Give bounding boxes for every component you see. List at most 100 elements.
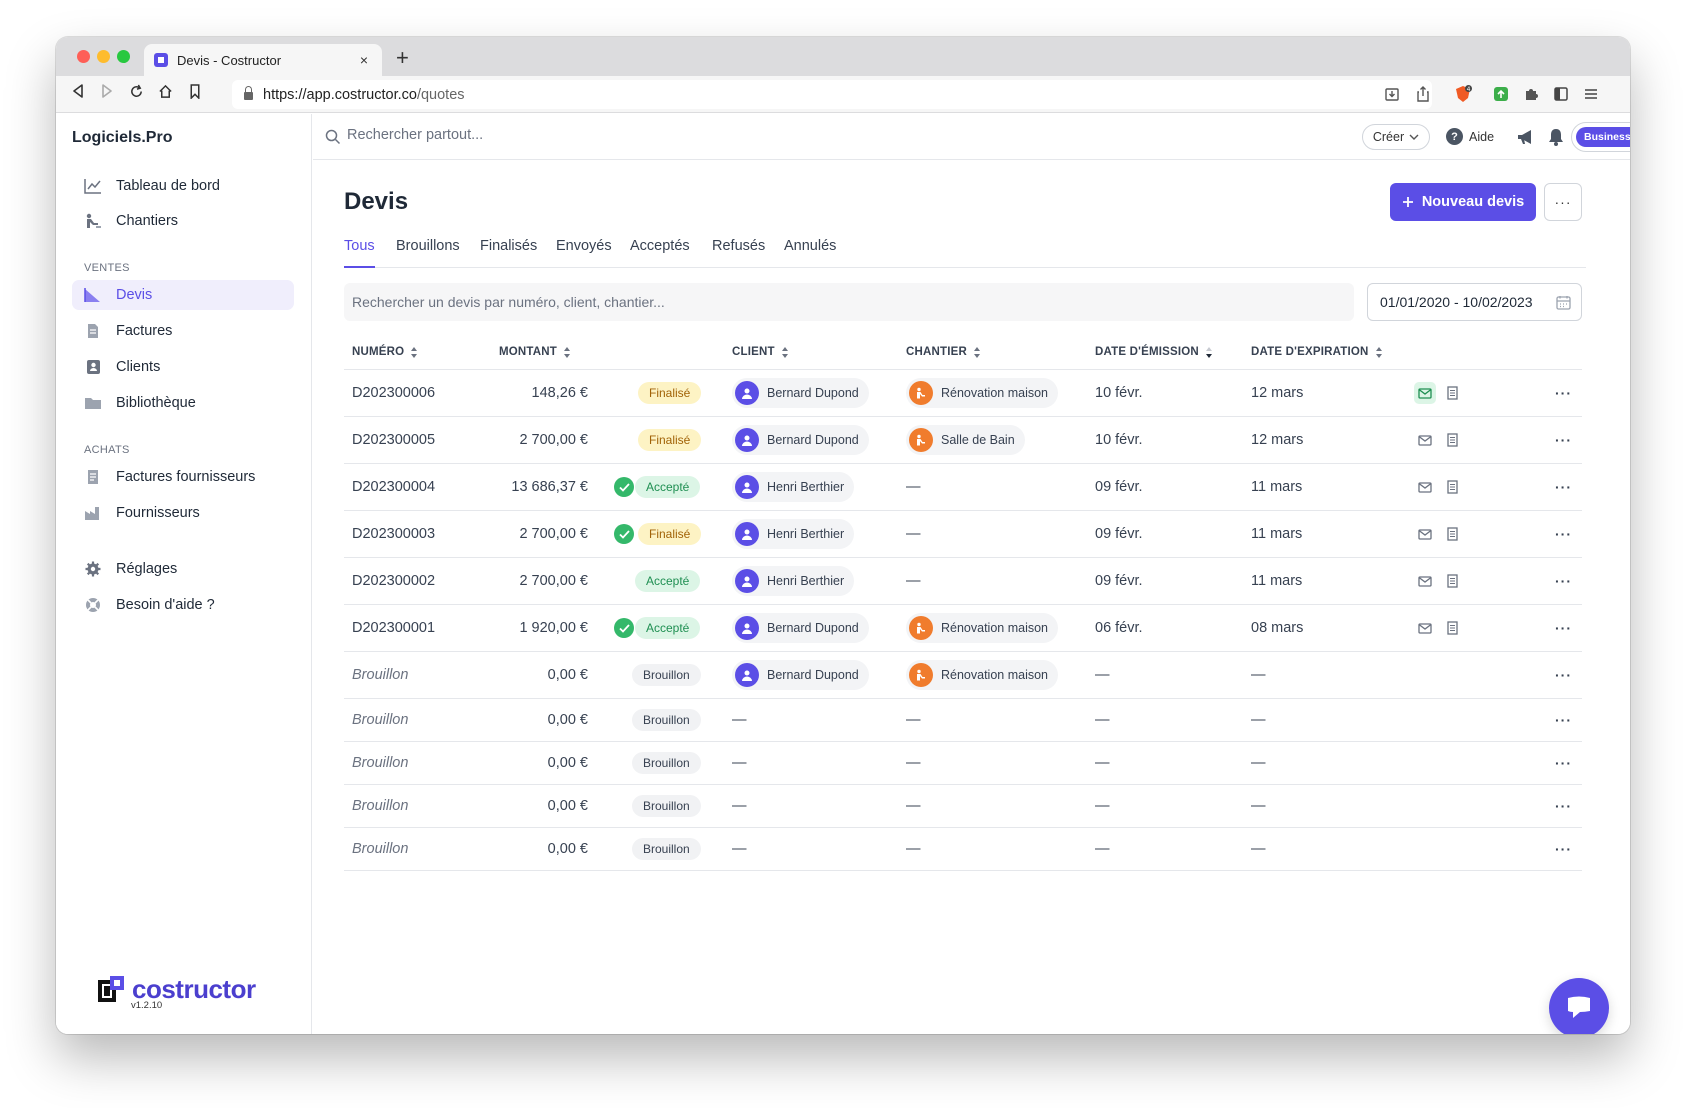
account-menu[interactable]: Business	[1571, 122, 1630, 152]
column-header-number[interactable]: NUMÉRO	[352, 346, 418, 358]
table-row[interactable]: Brouillon 0,00 € Brouillon — — — — ···	[344, 828, 1582, 871]
sidebar-item-clients[interactable]: Clients	[72, 352, 294, 382]
new-tab-icon[interactable]: +	[396, 45, 409, 70]
create-dropdown-button[interactable]: Créer	[1362, 124, 1430, 150]
bookmark-icon[interactable]	[185, 84, 205, 104]
table-row[interactable]: D202300006 148,26 € Finalisé Bernard Dupond…	[344, 370, 1582, 417]
column-header-site[interactable]: CHANTIER	[906, 346, 981, 358]
sent-mail-icon[interactable]	[1414, 382, 1436, 404]
send-mail-icon[interactable]	[1414, 476, 1436, 498]
date-range-picker[interactable]: 01/01/2020 - 10/02/2023	[1367, 283, 1582, 321]
client-chip[interactable]: Henri Berthier	[732, 472, 855, 502]
more-options-button[interactable]: ···	[1544, 183, 1582, 221]
document-icon[interactable]	[1441, 382, 1463, 404]
column-header-expiry-date[interactable]: DATE D'EXPIRATION	[1251, 346, 1383, 358]
table-row[interactable]: D202300002 2 700,00 € Accepté Henri Berthie…	[344, 558, 1582, 605]
tab-envoyes[interactable]: Envoyés	[556, 238, 612, 254]
row-menu-button[interactable]: ···	[1555, 841, 1572, 857]
site-chip[interactable]: Rénovation maison	[906, 378, 1059, 408]
tab-annules[interactable]: Annulés	[784, 238, 837, 254]
reload-icon[interactable]	[126, 84, 146, 104]
column-header-amount[interactable]: MONTANT	[499, 346, 571, 358]
client-chip[interactable]: Henri Berthier	[732, 566, 855, 596]
sidebar-item-chantiers[interactable]: Chantiers	[72, 206, 294, 236]
sidebar-item-factures-fournisseurs[interactable]: Factures fournisseurs	[72, 462, 294, 492]
send-mail-icon[interactable]	[1414, 617, 1436, 639]
sidebar-item-dashboard[interactable]: Tableau de bord	[72, 171, 294, 201]
send-mail-icon[interactable]	[1414, 570, 1436, 592]
bell-icon[interactable]	[1546, 127, 1566, 147]
send-mail-icon[interactable]	[1414, 523, 1436, 545]
document-icon[interactable]	[1441, 476, 1463, 498]
row-menu-button[interactable]: ···	[1555, 712, 1572, 728]
row-menu-button[interactable]: ···	[1555, 620, 1572, 636]
global-search-input[interactable]: Rechercher partout...	[347, 127, 484, 143]
new-quote-button[interactable]: Nouveau devis	[1390, 183, 1536, 221]
row-menu-button[interactable]: ···	[1555, 798, 1572, 814]
row-menu-button[interactable]: ···	[1555, 526, 1572, 542]
browser-tab[interactable]: Devis - Costructor ×	[144, 44, 382, 76]
document-icon[interactable]	[1441, 523, 1463, 545]
client-chip[interactable]: Henri Berthier	[732, 519, 855, 549]
sidebar-item-bibliotheque[interactable]: Bibliothèque	[72, 388, 294, 418]
brave-shield-icon[interactable]: 4	[1454, 85, 1472, 103]
extensions-puzzle-icon[interactable]	[1522, 85, 1540, 103]
tab-brouillons[interactable]: Brouillons	[396, 238, 460, 254]
quote-search-input[interactable]: Rechercher un devis par numéro, client, …	[344, 283, 1354, 321]
row-menu-button[interactable]: ···	[1555, 479, 1572, 495]
table-row[interactable]: Brouillon 0,00 € Brouillon — — — — ···	[344, 785, 1582, 828]
calendar-icon	[1556, 296, 1571, 310]
table-row[interactable]: Brouillon 0,00 € Brouillon — — — — ···	[344, 742, 1582, 785]
document-icon[interactable]	[1441, 429, 1463, 451]
row-menu-button[interactable]: ···	[1555, 755, 1572, 771]
site-chip[interactable]: Salle de Bain	[906, 425, 1025, 455]
extension-green-icon[interactable]	[1492, 85, 1510, 103]
row-menu-button[interactable]: ···	[1555, 385, 1572, 401]
row-menu-button[interactable]: ···	[1555, 573, 1572, 589]
forward-icon[interactable]	[97, 84, 117, 103]
sidebar-item-aide[interactable]: Besoin d'aide ?	[72, 590, 294, 620]
share-icon[interactable]	[1414, 85, 1432, 103]
client-chip[interactable]: Bernard Dupond	[732, 613, 869, 643]
column-header-issue-date[interactable]: DATE D'ÉMISSION	[1095, 346, 1213, 358]
send-mail-icon[interactable]	[1414, 429, 1436, 451]
document-icon[interactable]	[1441, 570, 1463, 592]
close-window-button[interactable]	[77, 50, 90, 63]
tab-finalises[interactable]: Finalisés	[480, 238, 538, 254]
close-tab-icon[interactable]: ×	[359, 52, 369, 68]
sidebar-toggle-icon[interactable]	[1552, 85, 1570, 103]
home-icon[interactable]	[155, 84, 175, 104]
tab-acceptes[interactable]: Acceptés	[630, 238, 690, 254]
help-button[interactable]: ? Aide	[1446, 128, 1494, 145]
sidebar-item-reglages[interactable]: Réglages	[72, 554, 294, 584]
megaphone-icon[interactable]	[1516, 127, 1536, 147]
table-row[interactable]: D202300004 13 686,37 € Accepté Henri Berthi…	[344, 464, 1582, 511]
client-chip[interactable]: Bernard Dupond	[732, 378, 869, 408]
download-icon[interactable]	[1383, 85, 1401, 103]
sidebar-item-factures[interactable]: Factures	[72, 316, 294, 346]
row-menu-button[interactable]: ···	[1555, 667, 1572, 683]
table-row[interactable]: Brouillon 0,00 € Brouillon Bernard Dupond Ré…	[344, 652, 1582, 699]
table-row[interactable]: Brouillon 0,00 € Brouillon — — — — ···	[344, 699, 1582, 742]
site-chip[interactable]: Rénovation maison	[906, 660, 1059, 690]
table-row[interactable]: D202300005 2 700,00 € Finalisé Bernard Dupo…	[344, 417, 1582, 464]
back-icon[interactable]	[68, 84, 88, 103]
minimize-window-button[interactable]	[97, 50, 110, 63]
chat-support-button[interactable]	[1549, 978, 1609, 1034]
tab-refuses[interactable]: Refusés	[712, 238, 766, 254]
menu-icon[interactable]	[1582, 85, 1600, 103]
tab-tous[interactable]: Tous	[344, 238, 375, 268]
client-chip[interactable]: Bernard Dupond	[732, 660, 869, 690]
row-menu-button[interactable]: ···	[1555, 432, 1572, 448]
table-row[interactable]: D202300001 1 920,00 € Accepté Bernard Dupon…	[344, 605, 1582, 652]
client-chip[interactable]: Bernard Dupond	[732, 425, 869, 455]
sidebar-item-fournisseurs[interactable]: Fournisseurs	[72, 498, 294, 528]
address-bar[interactable]: https://app.costructor.co/quotes	[232, 80, 1432, 109]
workspace-name[interactable]: Logiciels.Pro	[72, 129, 173, 146]
column-header-client[interactable]: CLIENT	[732, 346, 789, 358]
sidebar-item-devis[interactable]: Devis	[72, 280, 294, 310]
zoom-window-button[interactable]	[117, 50, 130, 63]
table-row[interactable]: D202300003 2 700,00 € Finalisé Henri Berthi…	[344, 511, 1582, 558]
document-icon[interactable]	[1441, 617, 1463, 639]
site-chip[interactable]: Rénovation maison	[906, 613, 1059, 643]
